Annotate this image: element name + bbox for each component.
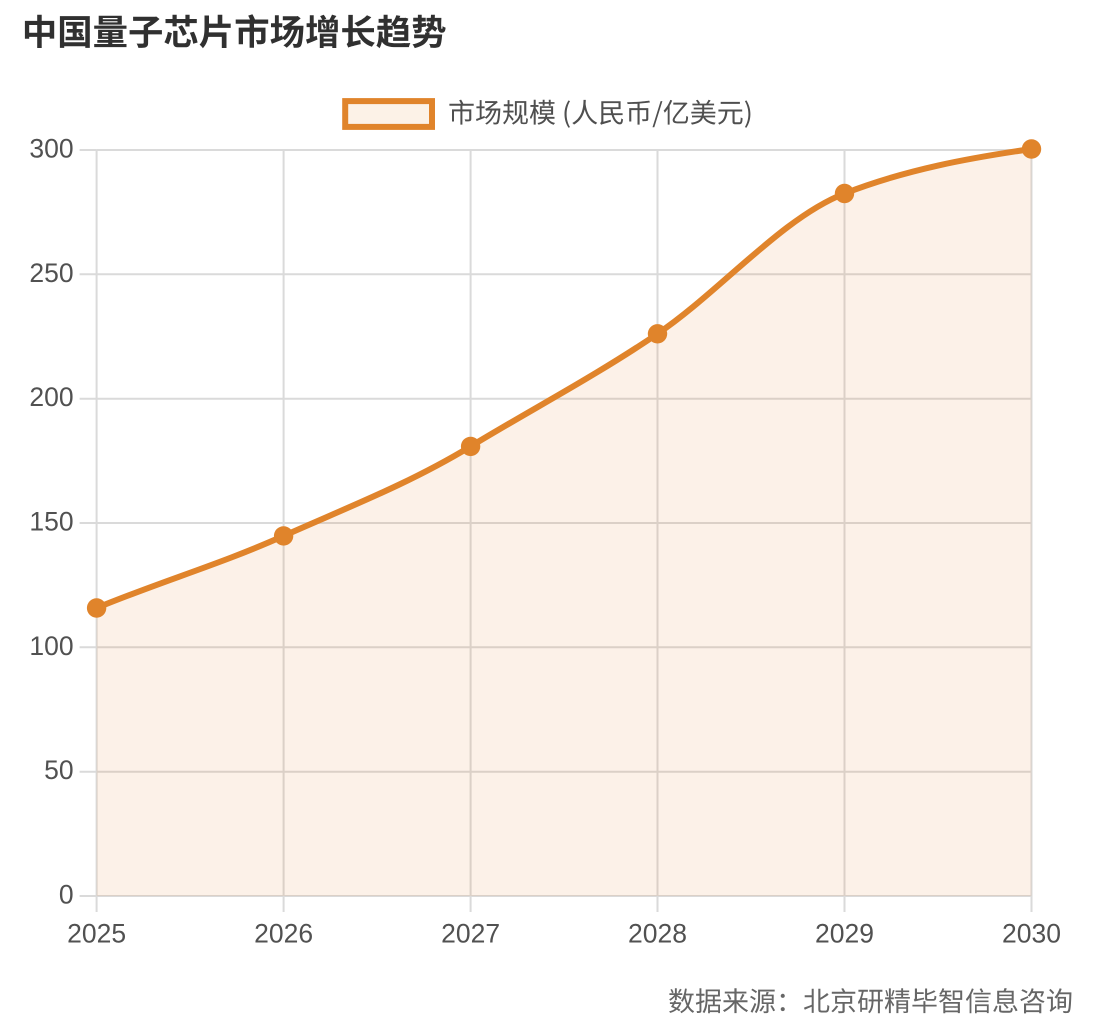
svg-text:2029: 2029: [815, 919, 874, 949]
svg-text:2025: 2025: [67, 919, 126, 949]
svg-text:2030: 2030: [1002, 919, 1061, 949]
svg-text:50: 50: [44, 755, 73, 785]
svg-text:0: 0: [59, 880, 74, 910]
svg-text:100: 100: [29, 631, 73, 661]
svg-text:150: 150: [29, 507, 73, 537]
svg-text:300: 300: [29, 134, 73, 164]
svg-text:2027: 2027: [441, 919, 500, 949]
svg-text:250: 250: [29, 258, 73, 288]
svg-text:2026: 2026: [254, 919, 313, 949]
svg-text:2028: 2028: [628, 919, 687, 949]
svg-text:200: 200: [29, 382, 73, 412]
